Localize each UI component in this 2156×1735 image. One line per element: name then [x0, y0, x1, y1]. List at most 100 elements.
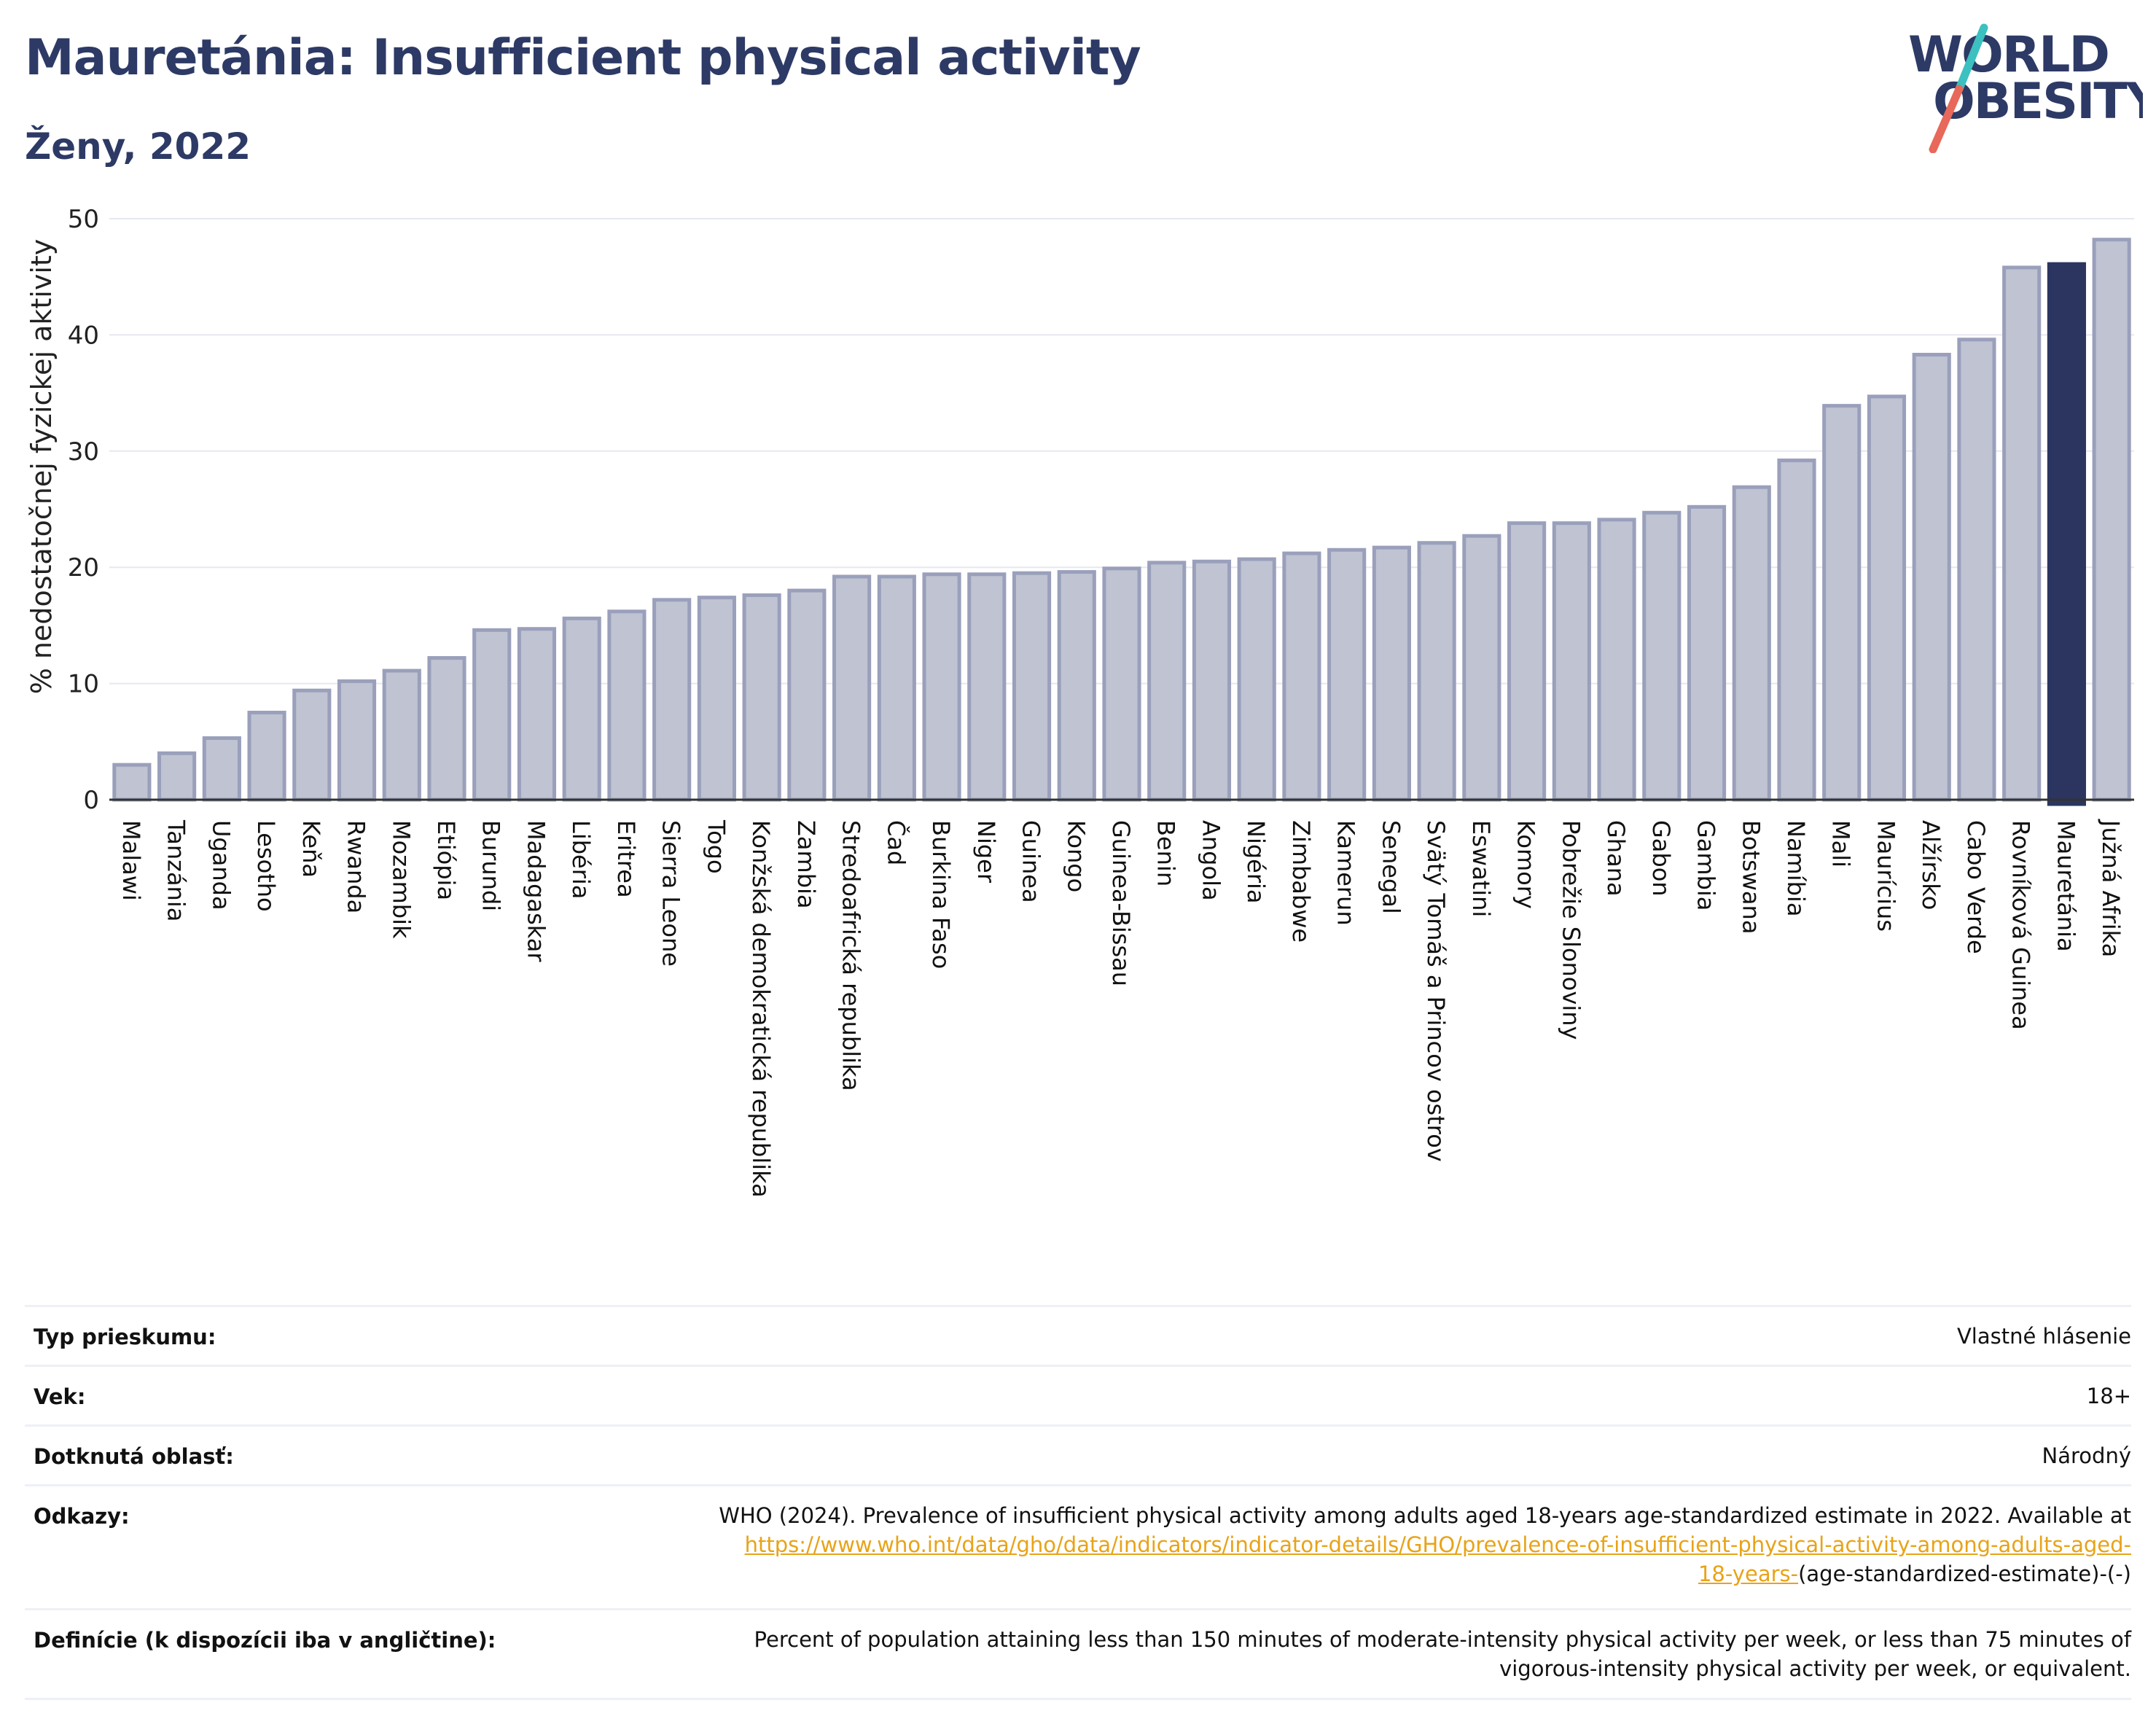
x-tick-label: Rovníková Guinea [2007, 820, 2035, 1030]
bar[interactable] [292, 688, 332, 802]
bar[interactable] [1642, 510, 1682, 802]
info-value-survey-type: Vlastné hlásenie [1956, 1324, 2131, 1349]
bar[interactable] [2092, 238, 2131, 802]
x-tick-label: Togo [702, 819, 730, 874]
bar[interactable] [1057, 570, 1096, 802]
x-tick-label: Botswana [1737, 820, 1765, 934]
info-label-references: Odkazy: [34, 1504, 130, 1529]
bar[interactable] [337, 679, 377, 802]
bar[interactable] [1687, 504, 1727, 802]
x-tick-label: Etiópia [432, 820, 460, 900]
info-value-definitions: Percent of population attaining less tha… [754, 1627, 2131, 1681]
bar[interactable] [1462, 534, 1501, 802]
bar[interactable] [1012, 571, 1052, 802]
bar[interactable] [1282, 551, 1321, 802]
logo-slash-bottom [1929, 85, 1964, 153]
y-tick-label: 30 [68, 437, 99, 467]
bar[interactable] [112, 763, 152, 802]
bar[interactable] [1867, 394, 1907, 802]
x-tick-label: Guinea-Bissau [1107, 820, 1135, 986]
bar[interactable] [1777, 459, 1816, 802]
x-tick-label: Burundi [477, 820, 505, 911]
x-tick-label: Senegal [1377, 820, 1405, 914]
bars [112, 238, 2131, 806]
x-tick-label: Angola [1197, 820, 1225, 901]
bar[interactable] [967, 572, 1007, 802]
x-tick-label: Svätý Tomáš a Princov ostrov [1422, 820, 1450, 1162]
bar[interactable] [1732, 485, 1771, 802]
bar[interactable] [427, 656, 466, 802]
x-tick-label: Zambia [792, 820, 820, 909]
x-tick-label: Maurícius [1872, 820, 1899, 932]
x-tick-label: Benin [1152, 820, 1180, 886]
bar[interactable] [1552, 521, 1591, 802]
x-tick-label: Tanzánia [163, 819, 190, 921]
references-link[interactable]: https://www.who.int/data/gho/data/indica… [744, 1532, 2131, 1586]
x-tick-label: Nigéria [1242, 820, 1270, 903]
x-tick-label: Keňa [297, 820, 325, 878]
x-tick-label: Libéria [567, 820, 595, 899]
bar[interactable] [382, 668, 421, 802]
y-axis-ticks: 0 10 20 30 40 50 [68, 205, 99, 815]
info-row-area: Dotknutá oblasť: Národný [25, 1424, 2131, 1484]
bar[interactable] [697, 596, 736, 802]
y-tick-label: 0 [83, 786, 99, 815]
x-tick-label: Uganda [207, 820, 235, 911]
x-tick-label: Kamerun [1332, 820, 1360, 926]
bar[interactable] [1912, 352, 1951, 802]
x-tick-label: Eswatini [1467, 820, 1495, 917]
info-label-age: Vek: [34, 1384, 86, 1409]
bar[interactable] [652, 598, 692, 802]
x-tick-label: Malawi [117, 820, 145, 901]
bar[interactable] [742, 593, 781, 802]
bar[interactable] [1507, 521, 1547, 802]
x-tick-label: Konžská demokratická republika [747, 820, 775, 1198]
bar[interactable] [202, 736, 241, 802]
bar[interactable] [1957, 338, 1996, 802]
y-tick-label: 50 [68, 205, 99, 234]
info-value-references: WHO (2024). Prevalence of insufficient p… [719, 1486, 2131, 1588]
x-tick-label: Rwanda [343, 820, 370, 913]
x-tick-label: Eritrea [612, 820, 640, 898]
bar[interactable] [922, 572, 961, 802]
bar[interactable] [1822, 404, 1862, 802]
info-row-age: Vek: 18+ [25, 1365, 2131, 1424]
bar[interactable] [832, 574, 872, 802]
bar[interactable] [1237, 557, 1276, 802]
bar[interactable] [562, 616, 601, 802]
bar[interactable] [1327, 547, 1367, 802]
x-tick-label: Južná Afrika [2097, 819, 2125, 957]
info-label-area: Dotknutá oblasť: [34, 1444, 234, 1469]
x-tick-label: Guinea [1018, 820, 1045, 903]
bar[interactable] [517, 627, 557, 802]
x-tick-label: Zimbabwe [1287, 820, 1315, 943]
references-suffix: (age-standardized-estimate)-(-) [1798, 1562, 2131, 1586]
x-tick-label: Mozambik [387, 820, 415, 939]
x-tick-label: Pobrežie Slonoviny [1557, 820, 1585, 1040]
bar[interactable] [2047, 262, 2086, 806]
x-tick-label: Stredoafrická republika [837, 820, 865, 1091]
x-tick-label: Gabon [1647, 820, 1675, 897]
bar[interactable] [1147, 561, 1187, 802]
x-tick-label: Namíbia [1782, 820, 1810, 916]
bar[interactable] [607, 609, 647, 802]
bar[interactable] [1597, 518, 1636, 802]
bar[interactable] [1417, 541, 1456, 802]
bar[interactable] [2002, 265, 2042, 802]
bar[interactable] [247, 710, 286, 802]
x-tick-label: Cabo Verde [1962, 820, 1990, 954]
x-tick-label: Alžírsko [1917, 820, 1945, 910]
bar[interactable] [1102, 566, 1141, 802]
bar[interactable] [472, 628, 512, 802]
info-row-survey-type: Typ prieskumu: Vlastné hlásenie [25, 1305, 2131, 1365]
bar[interactable] [1372, 545, 1411, 802]
bar[interactable] [157, 751, 197, 802]
world-obesity-logo: WORLD OBESITY [1908, 23, 2143, 153]
info-table: Typ prieskumu: Vlastné hlásenie Vek: 18+… [25, 1305, 2131, 1700]
bar[interactable] [1192, 559, 1232, 802]
x-tick-label: Niger [972, 820, 1000, 884]
x-tick-label: Madagaskar [522, 820, 550, 962]
bar[interactable] [787, 588, 827, 802]
bar[interactable] [877, 574, 916, 802]
x-tick-label: Sierra Leone [657, 820, 685, 967]
